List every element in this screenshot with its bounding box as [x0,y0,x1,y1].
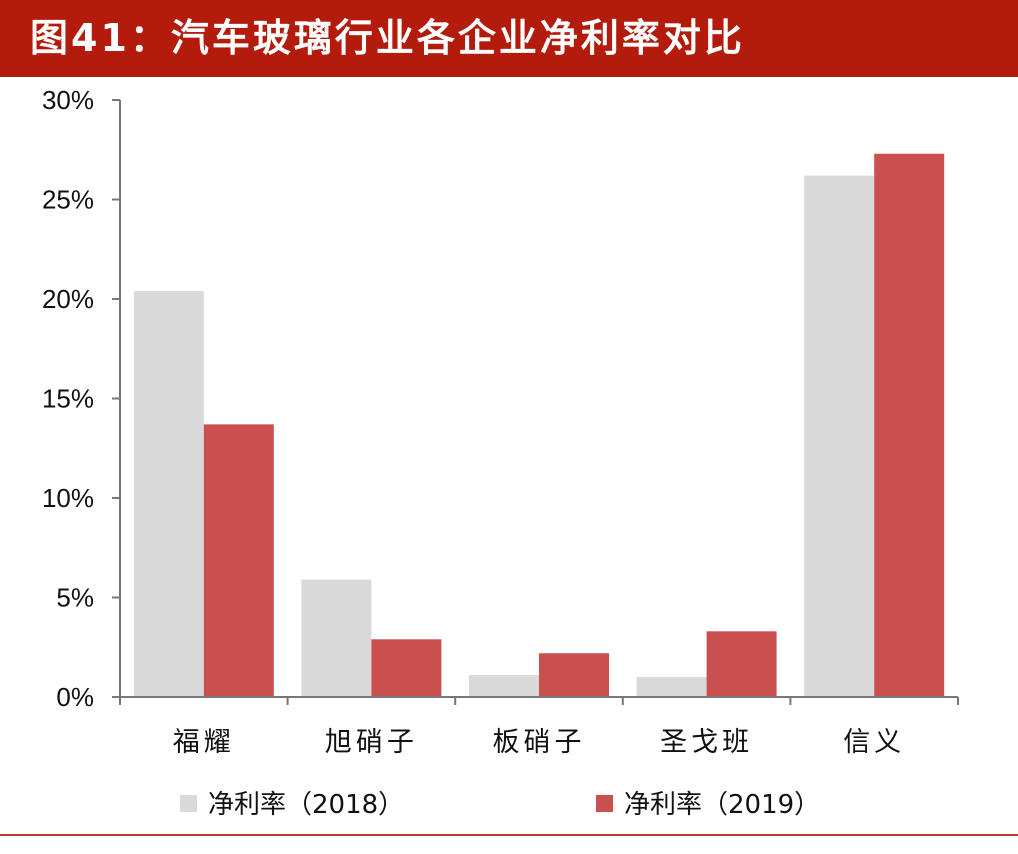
y-tick-label: 20% [42,284,94,314]
y-tick-label: 15% [42,384,94,414]
y-tick-label: 0% [56,682,94,712]
bar-2018 [301,579,372,697]
bar-2019 [371,639,442,697]
category-label: 旭硝子 [325,727,418,758]
net-margin-bar-chart: 0% 5% 10% 15% 20% 25% 30% 福耀 旭硝子 板硝子 圣戈班 信义净利率（2018… [42,85,959,820]
category-label: 圣戈班 [660,727,753,758]
bar-2019 [203,424,274,697]
bar-2018 [636,677,707,697]
legend-swatch-2018 [180,795,197,812]
bottom-divider [0,834,1018,836]
y-tick-label: 10% [42,483,94,513]
bar-2019 [539,653,609,697]
category-label: 信义 [843,727,905,758]
chart-title: 图41：汽车玻璃行业各企业净利率对比 [30,16,745,60]
bar-2018 [804,175,875,697]
y-tick-label: 5% [56,583,94,613]
title-bar: 图41：汽车玻璃行业各企业净利率对比 [0,0,1018,77]
legend-swatch-2019 [596,795,613,812]
category-label: 板硝子 [493,727,586,758]
legend-label: 净利率（2018） [208,790,404,820]
bar-2019 [706,631,777,697]
bar-2018 [469,675,539,697]
bar-2018 [133,291,204,697]
bar-2019 [874,153,945,698]
y-tick-label: 30% [42,85,94,115]
category-label: 福耀 [173,727,235,758]
y-tick-label: 25% [42,185,94,215]
legend-label: 净利率（2019） [624,790,820,820]
